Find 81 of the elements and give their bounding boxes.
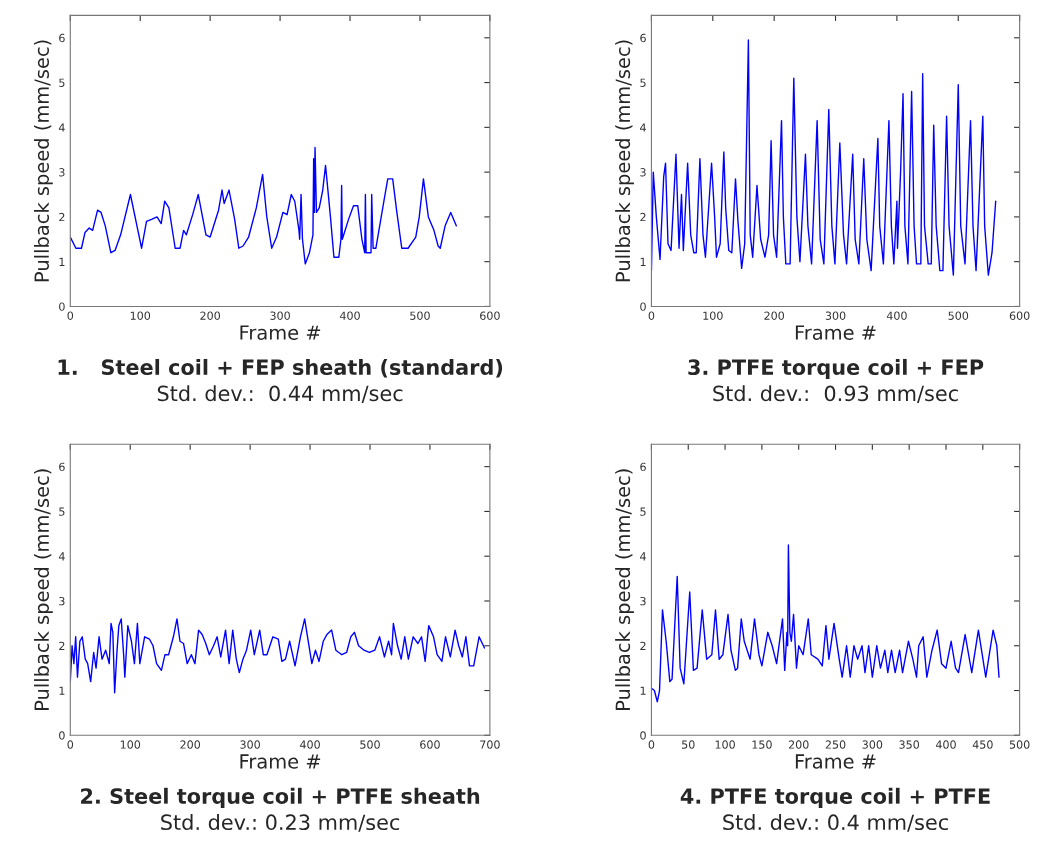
- x-tick-label: 200: [788, 740, 809, 749]
- x-tick-label: 500: [410, 311, 430, 320]
- x-tick-label: 300: [825, 311, 846, 320]
- text: Std. dev.: 0.93 mm/sec: [713, 385, 958, 403]
- y-tick-label: 5: [640, 78, 646, 87]
- y-tick-label: 5: [59, 507, 65, 516]
- y-tick-label: 1: [640, 686, 646, 695]
- x-tick-label: 0: [67, 311, 74, 320]
- x-tick-label: 400: [299, 740, 320, 749]
- line-series: [651, 544, 1000, 703]
- y-tick-label: 2: [640, 212, 646, 222]
- x-tick-label: 600: [1009, 311, 1030, 320]
- y-axis-title: Pullback speed (mm/sec): [33, 469, 53, 710]
- y-tick-label: 4: [640, 552, 646, 561]
- x-tick-label: 200: [764, 311, 785, 320]
- x-tick-label: 600: [480, 311, 500, 320]
- x-tick-label: 50: [682, 740, 695, 749]
- x-tick-label: 0: [648, 311, 655, 320]
- text: Std. dev.: 0.44 mm/sec: [157, 385, 403, 403]
- y-tick-label: 6: [640, 462, 646, 472]
- x-tick-label: 300: [270, 311, 290, 320]
- x-tick-label: 700: [480, 740, 500, 749]
- text: 1. Steel coil + FEP sheath (standard): [58, 358, 503, 378]
- y-tick-label: 0: [640, 302, 646, 311]
- y-tick-label: 3: [640, 596, 646, 606]
- y-tick-label: 6: [59, 462, 65, 472]
- x-tick-label: 250: [825, 740, 846, 749]
- y-tick-label: 4: [58, 123, 65, 132]
- x-tick-label: 500: [948, 311, 969, 320]
- y-tick-label: 0: [59, 731, 65, 740]
- x-tick-label: 0: [648, 740, 655, 749]
- y-tick-label: 4: [640, 123, 646, 132]
- x-tick-label: 200: [180, 740, 201, 749]
- x-tick-label: 500: [360, 740, 380, 749]
- x-tick-label: 450: [972, 740, 993, 749]
- x-tick-label: 150: [752, 740, 772, 749]
- y-tick-label: 2: [59, 212, 65, 222]
- x-axis-title: Frame #: [795, 325, 876, 340]
- y-tick-label: 5: [640, 507, 646, 516]
- x-tick-label: 100: [703, 311, 723, 320]
- text: 2. Steel torque coil + PTFE sheath: [81, 787, 480, 808]
- y-tick-label: 1: [59, 686, 65, 695]
- text: Std. dev.: 0.23 mm/sec: [161, 813, 400, 832]
- y-tick-label: 3: [640, 168, 646, 177]
- x-tick-label: 100: [715, 740, 735, 749]
- text: Std. dev.: 0.4 mm/sec: [723, 813, 948, 832]
- text: 4. PTFE torque coil + PTFE: [680, 787, 990, 808]
- x-axis-title: Frame #: [240, 325, 321, 340]
- x-tick-label: 500: [1009, 740, 1030, 749]
- y-tick-label: 6: [59, 33, 65, 43]
- x-tick-label: 200: [200, 311, 221, 320]
- y-tick-label: 1: [640, 257, 646, 266]
- y-axis-title: Pullback speed (mm/sec): [33, 40, 53, 282]
- y-axis-title: Pullback speed (mm/sec): [615, 40, 634, 282]
- x-tick-label: 400: [935, 740, 956, 749]
- x-tick-label: 100: [120, 740, 141, 749]
- x-tick-label: 400: [886, 311, 907, 320]
- y-tick-label: 4: [58, 552, 65, 561]
- x-tick-label: 300: [240, 740, 260, 749]
- y-tick-label: 0: [59, 302, 65, 311]
- line-series: [651, 39, 997, 276]
- x-tick-label: 100: [130, 311, 151, 320]
- y-tick-label: 6: [640, 33, 646, 43]
- x-axis-title: Frame #: [795, 754, 876, 769]
- y-tick-label: 3: [59, 596, 65, 606]
- text: 3. PTFE torque coil + FEP: [688, 358, 984, 380]
- x-tick-label: 400: [339, 311, 360, 320]
- y-tick-label: 2: [59, 641, 65, 650]
- x-tick-label: 600: [420, 740, 440, 749]
- x-axis-title: Frame #: [240, 754, 321, 769]
- y-tick-label: 5: [59, 78, 65, 87]
- line-series: [70, 618, 486, 694]
- y-tick-label: 3: [59, 168, 65, 177]
- x-tick-label: 350: [899, 740, 920, 749]
- x-tick-label: 0: [67, 740, 74, 749]
- y-axis-title: Pullback speed (mm/sec): [615, 469, 634, 710]
- y-tick-label: 0: [640, 731, 646, 740]
- y-tick-label: 2: [640, 641, 646, 650]
- x-tick-label: 300: [862, 740, 883, 749]
- y-tick-label: 1: [59, 257, 65, 266]
- line-series: [70, 146, 458, 265]
